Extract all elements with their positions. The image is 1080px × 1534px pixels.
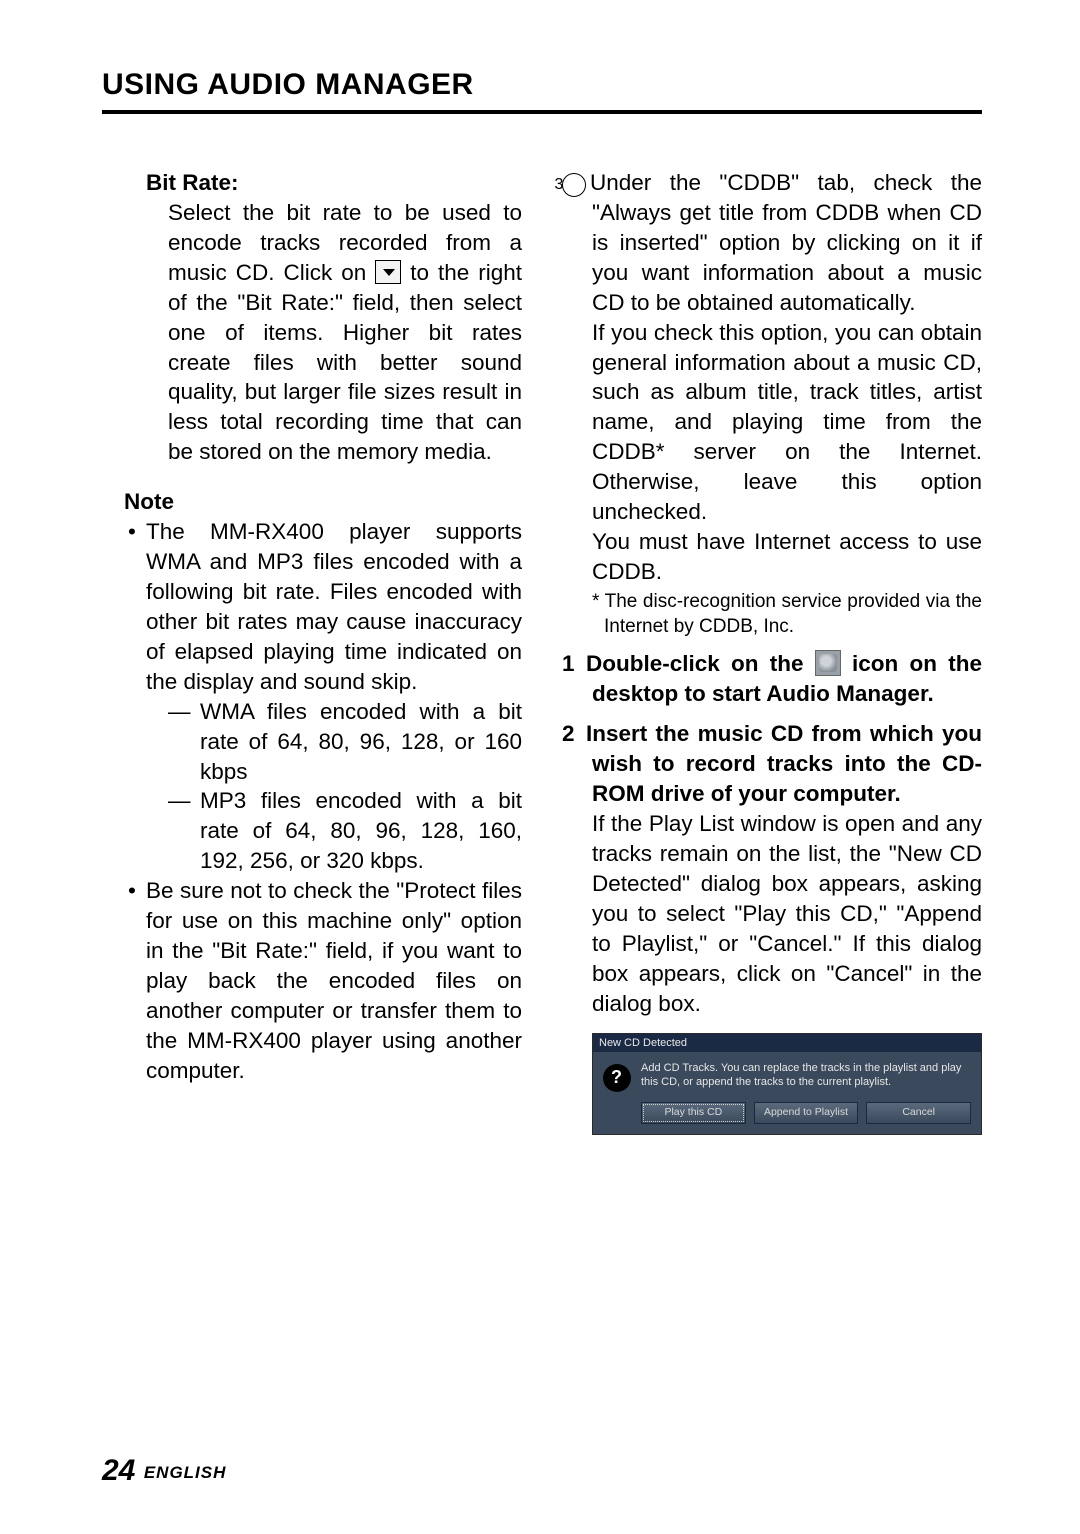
title-rule bbox=[102, 110, 982, 114]
note-list: The MM-RX400 player supports WMA and MP3… bbox=[124, 517, 522, 1086]
dialog-screenshot: New CD Detected Add CD Tracks. You can r… bbox=[592, 1033, 982, 1136]
step3-para-c: You must have Internet access to use CDD… bbox=[562, 527, 982, 587]
note-item-1: The MM-RX400 player supports WMA and MP3… bbox=[124, 517, 522, 876]
dialog-message: Add CD Tracks. You can replace the track… bbox=[641, 1062, 971, 1090]
step2-body: If the Play List window is open and any … bbox=[562, 809, 982, 1018]
step3-text-a: Under the "CDDB" tab, check the "Always … bbox=[590, 170, 982, 315]
two-column-layout: Bit Rate: Select the bit rate to be used… bbox=[102, 168, 982, 1135]
bitrate-heading: Bit Rate: bbox=[146, 168, 522, 198]
step-1-number: 1 bbox=[562, 649, 586, 679]
audio-manager-icon bbox=[815, 650, 841, 676]
step2-bold: Insert the music CD from which you wish … bbox=[586, 721, 982, 806]
new-cd-dialog: New CD Detected Add CD Tracks. You can r… bbox=[592, 1033, 982, 1136]
step-2-number: 2 bbox=[562, 719, 586, 749]
manual-page: USING AUDIO MANAGER Bit Rate: Select the… bbox=[0, 0, 1080, 1534]
step-1: 1Double-click on the icon on the desktop… bbox=[562, 649, 982, 709]
step-3: 3Under the "CDDB" tab, check the "Always… bbox=[562, 168, 982, 318]
wma-rates: WMA files encoded with a bit rate of 64,… bbox=[168, 697, 522, 787]
dropdown-arrow-icon bbox=[375, 260, 401, 284]
dialog-button-row: Play this CD Append to Playlist Cancel bbox=[593, 1100, 981, 1134]
page-number: 24 bbox=[102, 1454, 135, 1487]
play-this-cd-button[interactable]: Play this CD bbox=[641, 1102, 746, 1124]
bitrate-text-b: to the right of the "Bit Rate:" field, t… bbox=[168, 260, 522, 465]
left-column: Bit Rate: Select the bit rate to be used… bbox=[102, 168, 522, 1135]
dialog-titlebar: New CD Detected bbox=[593, 1034, 981, 1053]
mp3-rates: MP3 files encoded with a bit rate of 64,… bbox=[168, 786, 522, 876]
page-title: USING AUDIO MANAGER bbox=[102, 68, 982, 102]
language-label: ENGLISH bbox=[144, 1463, 227, 1482]
step1-text-a: Double-click on the bbox=[586, 651, 804, 676]
cancel-button[interactable]: Cancel bbox=[866, 1102, 971, 1124]
bitrate-paragraph: Select the bit rate to be used to encode… bbox=[168, 198, 522, 467]
step3-para-b: If you check this option, you can obtain… bbox=[562, 318, 982, 527]
note-item-2: Be sure not to check the "Protect files … bbox=[124, 876, 522, 1085]
dialog-body: Add CD Tracks. You can replace the track… bbox=[593, 1052, 981, 1100]
step-2: 2Insert the music CD from which you wish… bbox=[562, 719, 982, 809]
note-1-text: The MM-RX400 player supports WMA and MP3… bbox=[146, 519, 522, 694]
note-heading: Note bbox=[124, 487, 522, 517]
page-footer: 24 ENGLISH bbox=[102, 1454, 226, 1488]
question-mark-icon bbox=[603, 1064, 631, 1092]
right-column: 3Under the "CDDB" tab, check the "Always… bbox=[562, 168, 982, 1135]
bitrate-sublist: WMA files encoded with a bit rate of 64,… bbox=[168, 697, 522, 877]
circled-3-icon: 3 bbox=[562, 173, 586, 197]
cddb-footnote: * The disc-recognition service provided … bbox=[562, 589, 982, 640]
append-to-playlist-button[interactable]: Append to Playlist bbox=[754, 1102, 859, 1124]
